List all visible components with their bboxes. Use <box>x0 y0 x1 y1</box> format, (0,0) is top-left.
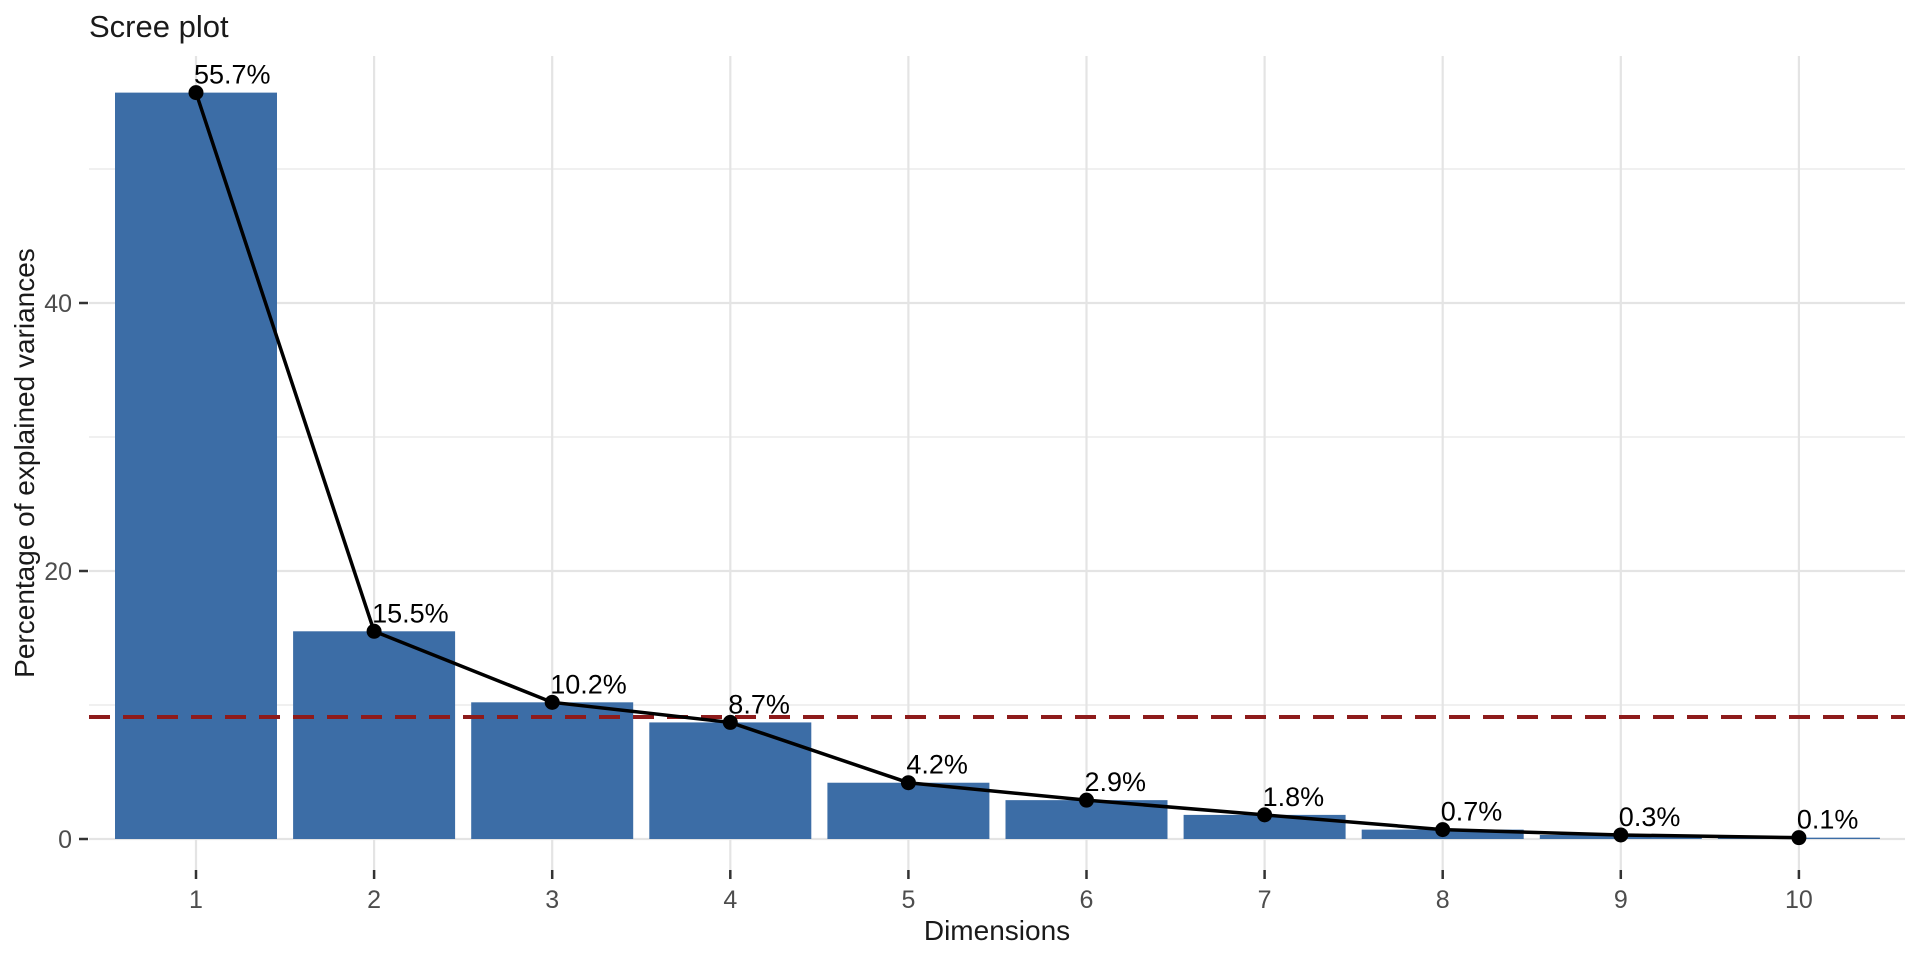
scree-point <box>188 85 204 101</box>
bar <box>827 782 990 839</box>
scree-line <box>194 92 1799 840</box>
point-label: 10.2% <box>550 669 627 699</box>
scree-point <box>1079 792 1094 808</box>
x-tick-label: 3 <box>545 886 559 914</box>
chart-title: Scree plot <box>89 9 229 44</box>
point-label: 15.5% <box>372 598 449 628</box>
plot-area: 55.7% 15.5% 10.2% 8.7% 4.2% 2.9% 1.8% 0.7% 0.3% 0… <box>44 56 1905 914</box>
x-tick-label: 10 <box>1785 886 1813 914</box>
y-axis-title: Percentage of explained variances <box>9 248 40 678</box>
point-label: 0.1% <box>1797 805 1859 835</box>
point-label: 0.7% <box>1441 797 1503 827</box>
x-tick-label: 5 <box>901 886 915 914</box>
point-label: 4.2% <box>906 750 968 780</box>
bar <box>471 702 634 839</box>
x-tick-label: 8 <box>1436 886 1450 914</box>
bar <box>115 92 277 840</box>
scree-point <box>900 775 916 791</box>
x-tick-label: 4 <box>723 886 737 914</box>
y-tick-label: 20 <box>44 558 72 586</box>
x-tick-label: 1 <box>189 886 203 914</box>
point-label: 1.8% <box>1263 782 1325 812</box>
scree-point <box>1613 827 1629 843</box>
scree-point <box>722 714 738 730</box>
scree-point <box>1435 822 1451 838</box>
point-label: 8.7% <box>728 689 790 719</box>
bar <box>293 631 456 839</box>
x-tick-label: 9 <box>1614 886 1628 914</box>
x-tick-label: 6 <box>1080 886 1094 914</box>
x-tick-label: 2 <box>367 886 381 914</box>
scree-point <box>1791 830 1807 846</box>
scree-point <box>366 623 382 639</box>
x-tick-label: 7 <box>1258 886 1272 914</box>
point-label: 0.3% <box>1619 802 1681 832</box>
point-label: 55.7% <box>194 60 271 90</box>
y-tick-label: 0 <box>58 826 72 854</box>
scree-point <box>544 694 560 710</box>
point-label: 2.9% <box>1085 767 1147 797</box>
x-axis-title: Dimensions <box>924 915 1070 946</box>
y-tick-label: 40 <box>44 290 72 318</box>
scree-point <box>1257 807 1273 823</box>
